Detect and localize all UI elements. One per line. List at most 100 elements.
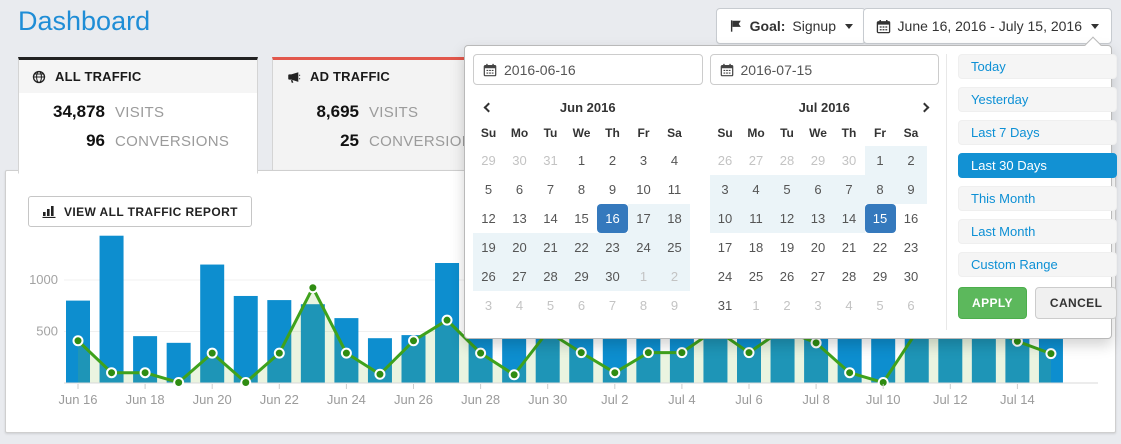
day-cell[interactable]: 4: [740, 175, 772, 204]
day-cell[interactable]: 14: [833, 204, 865, 233]
day-cell[interactable]: 7: [608, 298, 617, 313]
day-cell[interactable]: 28: [841, 269, 857, 284]
day-cell[interactable]: 26: [717, 153, 733, 168]
day-cell[interactable]: 21: [841, 240, 857, 255]
day-cell[interactable]: 3: [814, 298, 822, 313]
day-cell[interactable]: 4: [515, 298, 524, 313]
day-cell[interactable]: 27: [504, 262, 535, 291]
day-cell[interactable]: 5: [546, 298, 555, 313]
day-cell[interactable]: 2: [608, 153, 617, 168]
day-cell[interactable]: 26: [779, 269, 795, 284]
day-cell[interactable]: 19: [473, 233, 504, 262]
date-range-button[interactable]: June 16, 2016 - July 15, 2016: [862, 8, 1112, 44]
goal-selector-button[interactable]: Goal: Signup: [715, 8, 866, 44]
day-cell[interactable]: 2: [895, 146, 927, 175]
range-option-today[interactable]: Today: [958, 54, 1118, 79]
day-cell[interactable]: 23: [597, 233, 628, 262]
day-cell[interactable]: 6: [577, 298, 586, 313]
day-cell[interactable]: 30: [903, 269, 919, 284]
day-cell[interactable]: 6: [802, 175, 834, 204]
day-cell[interactable]: 30: [841, 153, 857, 168]
day-cell[interactable]: 3: [709, 175, 741, 204]
cancel-button[interactable]: CANCEL: [1034, 287, 1118, 319]
day-cell[interactable]: 27: [748, 153, 764, 168]
day-cell[interactable]: 25: [659, 233, 690, 262]
day-cell[interactable]: 7: [546, 182, 555, 197]
day-cell[interactable]: 11: [740, 204, 772, 233]
start-date-input[interactable]: [504, 61, 702, 78]
day-cell[interactable]: 17: [717, 240, 733, 255]
day-cell[interactable]: 4: [670, 153, 679, 168]
range-option-last-30-days[interactable]: Last 30 Days: [958, 153, 1118, 178]
view-all-traffic-report-button[interactable]: VIEW ALL TRAFFIC REPORT: [28, 196, 252, 227]
day-cell[interactable]: 22: [872, 240, 888, 255]
day-cell[interactable]: 7: [833, 175, 865, 204]
day-cell[interactable]: 29: [810, 153, 826, 168]
day-cell[interactable]: 29: [481, 153, 496, 168]
day-cell[interactable]: 1: [577, 153, 586, 168]
range-option-last-7-days[interactable]: Last 7 Days: [958, 120, 1118, 145]
day-cell[interactable]: 9: [608, 182, 617, 197]
day-cell[interactable]: 24: [628, 233, 659, 262]
day-cell[interactable]: 1: [628, 262, 659, 291]
day-cell[interactable]: 26: [473, 262, 504, 291]
day-cell[interactable]: 16: [903, 211, 919, 226]
range-option-custom-range[interactable]: Custom Range: [958, 252, 1118, 277]
day-cell[interactable]: 22: [566, 233, 597, 262]
day-cell[interactable]: 5: [484, 182, 493, 197]
day-cell[interactable]: 28: [535, 262, 566, 291]
day-cell[interactable]: 9: [895, 175, 927, 204]
day-cell-selected[interactable]: 15: [864, 204, 896, 233]
end-date-input[interactable]: [740, 61, 938, 78]
day-cell[interactable]: 8: [577, 182, 586, 197]
tab-all-traffic[interactable]: ALL TRAFFIC 34,878 VISITS 96 CONVERSIONS: [18, 57, 258, 174]
day-cell[interactable]: 12: [771, 204, 803, 233]
day-cell[interactable]: 2: [783, 298, 791, 313]
day-cell[interactable]: 18: [748, 240, 764, 255]
next-month-button[interactable]: [909, 94, 939, 121]
day-cell[interactable]: 4: [845, 298, 853, 313]
day-cell[interactable]: 5: [771, 175, 803, 204]
day-cell[interactable]: 29: [566, 262, 597, 291]
day-cell[interactable]: 25: [748, 269, 764, 284]
day-cell[interactable]: 28: [779, 153, 795, 168]
day-cell-selected[interactable]: 16: [597, 204, 628, 233]
day-cell[interactable]: 8: [864, 175, 896, 204]
day-cell[interactable]: 5: [876, 298, 884, 313]
day-cell[interactable]: 2: [659, 262, 690, 291]
day-cell[interactable]: 8: [639, 298, 648, 313]
day-cell[interactable]: 31: [717, 298, 733, 313]
day-cell[interactable]: 13: [802, 204, 834, 233]
day-cell[interactable]: 20: [810, 240, 826, 255]
day-cell[interactable]: 3: [484, 298, 493, 313]
range-option-this-month[interactable]: This Month: [958, 186, 1118, 211]
day-cell[interactable]: 30: [597, 262, 628, 291]
prev-month-button[interactable]: [473, 94, 503, 121]
day-cell[interactable]: 13: [512, 211, 527, 226]
day-cell[interactable]: 27: [810, 269, 826, 284]
day-cell[interactable]: 9: [670, 298, 679, 313]
day-cell[interactable]: 14: [543, 211, 558, 226]
start-date-field[interactable]: [473, 54, 703, 85]
day-cell[interactable]: 1: [864, 146, 896, 175]
day-cell[interactable]: 17: [628, 204, 659, 233]
day-cell[interactable]: 24: [717, 269, 733, 284]
apply-button[interactable]: APPLY: [958, 287, 1027, 319]
range-option-yesterday[interactable]: Yesterday: [958, 87, 1118, 112]
day-cell[interactable]: 3: [639, 153, 648, 168]
day-cell[interactable]: 6: [515, 182, 524, 197]
range-option-last-month[interactable]: Last Month: [958, 219, 1118, 244]
day-cell[interactable]: 29: [872, 269, 888, 284]
day-cell[interactable]: 20: [504, 233, 535, 262]
end-date-field[interactable]: [709, 54, 939, 85]
day-cell[interactable]: 10: [636, 182, 651, 197]
day-cell[interactable]: 18: [659, 204, 690, 233]
day-cell[interactable]: 11: [667, 182, 682, 197]
day-cell[interactable]: 1: [752, 298, 760, 313]
day-cell[interactable]: 15: [574, 211, 589, 226]
day-cell[interactable]: 30: [512, 153, 527, 168]
day-cell[interactable]: 10: [709, 204, 741, 233]
day-cell[interactable]: 12: [481, 211, 496, 226]
day-cell[interactable]: 21: [535, 233, 566, 262]
day-cell[interactable]: 19: [779, 240, 795, 255]
